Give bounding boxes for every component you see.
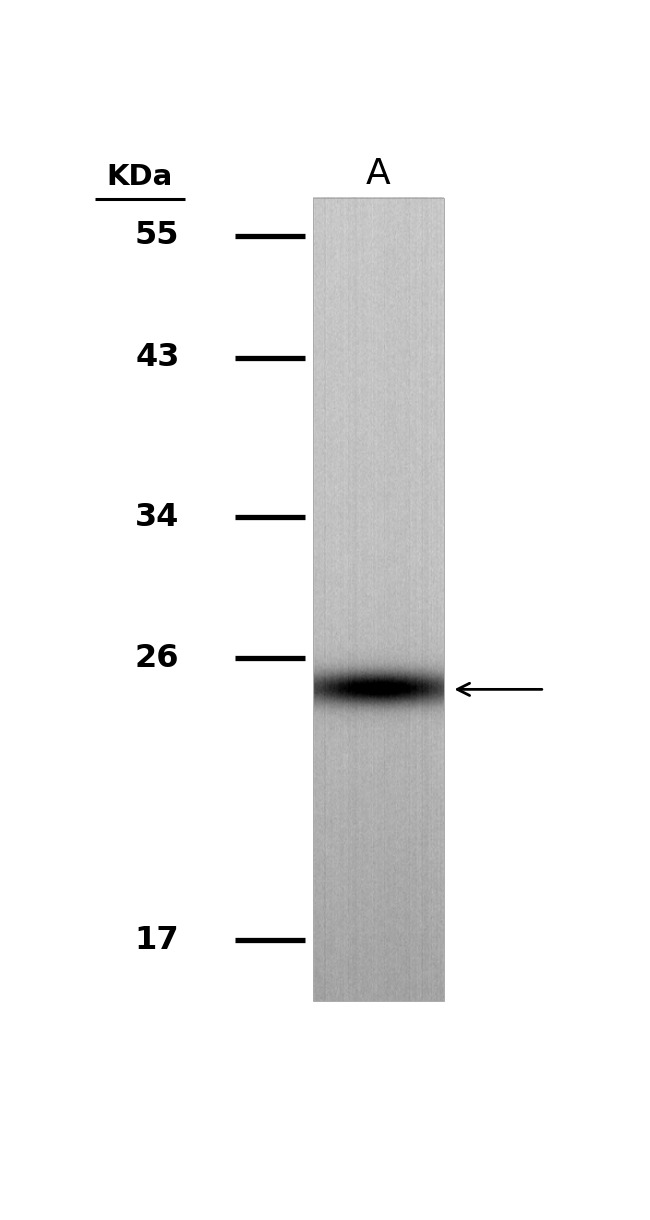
Bar	[313, 198, 444, 1002]
Text: A: A	[366, 157, 391, 192]
Text: 26: 26	[135, 643, 179, 673]
Text: 43: 43	[135, 343, 179, 373]
Text: 55: 55	[135, 220, 179, 251]
Text: KDa: KDa	[106, 163, 172, 192]
Text: 34: 34	[135, 501, 179, 533]
Text: 17: 17	[135, 925, 179, 955]
